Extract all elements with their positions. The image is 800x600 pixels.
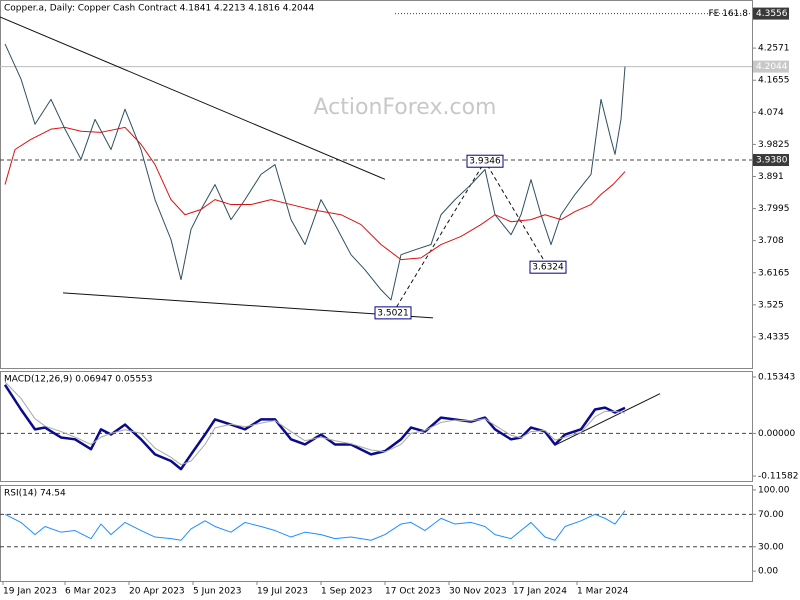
- y-tick-label: 3.9825: [758, 140, 790, 150]
- level-label: 3.9380: [756, 156, 788, 166]
- pivot-label: 3.9346: [469, 157, 501, 167]
- y-tick-label: 3.525: [758, 300, 784, 310]
- level-caption: FE 161.8: [709, 9, 749, 19]
- y-tick-label: 3.891: [758, 172, 784, 182]
- series-line: [4, 43, 626, 301]
- x-tick-label: 30 Nov 2023: [449, 587, 507, 597]
- pivot-label: 3.6324: [532, 263, 564, 273]
- price-panel-frame: [0, 0, 753, 369]
- x-tick-label: 1 Mar 2024: [577, 587, 629, 597]
- watermark: ActionForex.com: [314, 95, 497, 120]
- macd-panel-frame: [0, 371, 753, 482]
- panel-title: Copper.a, Daily: Copper Cash Contract 4.…: [4, 4, 315, 14]
- x-tick-label: 6 Mar 2023: [65, 587, 116, 597]
- level-label-box: [753, 7, 789, 20]
- x-tick-label: 1 Sep 2023: [321, 587, 372, 597]
- rsi-panel-frame: [0, 485, 753, 582]
- series-line: [4, 126, 626, 261]
- x-tick-label: 17 Jan 2024: [513, 587, 567, 597]
- y-tick-label: 4.1655: [758, 76, 790, 86]
- y-tick-label: 3.4335: [758, 332, 790, 342]
- y-tick-label: -0.11582: [758, 472, 798, 482]
- x-tick-label: 17 Oct 2023: [385, 587, 441, 597]
- pivot-label: 3.5021: [377, 308, 409, 318]
- series-line: [3, 384, 626, 471]
- x-tick-label: 5 Jun 2023: [193, 587, 241, 597]
- y-tick-label: 30.00: [758, 542, 784, 552]
- x-tick-label: 20 Apr 2023: [129, 587, 185, 597]
- panel-title: RSI(14) 74.54: [4, 489, 66, 499]
- series-line: [4, 381, 626, 466]
- y-tick-label: 3.7995: [758, 204, 790, 214]
- y-tick-label: 4.2571: [758, 44, 790, 54]
- level-label: 4.3556: [756, 9, 788, 19]
- y-tick-label: 0.00: [758, 567, 778, 577]
- y-tick-label: 100.00: [758, 485, 790, 495]
- y-tick-label: 3.708: [758, 236, 784, 246]
- x-tick-label: 19 Jul 2023: [257, 587, 308, 597]
- level-label-box: [753, 154, 789, 167]
- x-tick-label: 19 Jan 2023: [3, 587, 57, 597]
- pivot-box: [374, 306, 412, 320]
- series-line: [4, 510, 626, 541]
- y-tick-label: 3.6165: [758, 268, 790, 278]
- trendline: [0, 16, 386, 180]
- level-label: 4.2044: [756, 62, 788, 72]
- y-tick-label: 0.15343: [758, 372, 795, 382]
- pivot-box: [466, 154, 504, 168]
- pivot-box: [529, 260, 567, 274]
- level-label-box: [753, 60, 789, 73]
- y-tick-label: 0.00000: [758, 429, 795, 439]
- panel-title: MACD(12,26,9) 0.06947 0.05553: [4, 375, 153, 385]
- y-tick-label: 70.00: [758, 510, 784, 520]
- trendline: [62, 292, 434, 319]
- y-tick-label: 4.074: [758, 108, 784, 118]
- trendline: [554, 393, 661, 446]
